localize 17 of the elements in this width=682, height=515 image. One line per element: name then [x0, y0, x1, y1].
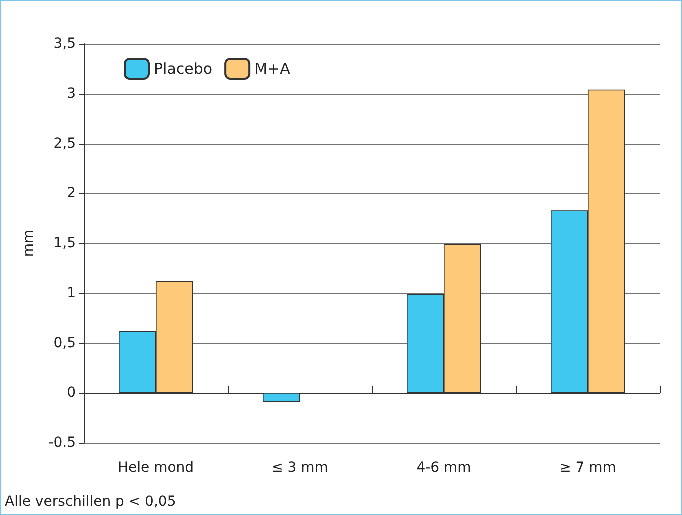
y-axis-title: mm: [21, 230, 37, 258]
y-tick-label: 3: [67, 86, 76, 102]
y-tick-label: -0.5: [48, 435, 76, 451]
y-tick-label: 0: [67, 385, 76, 402]
text: Alle verschillen p < 0,05: [5, 494, 176, 510]
y-tick-label: 1,5: [54, 236, 76, 252]
y-tick-label: 0,5: [54, 335, 76, 352]
y-tick-label: 2: [67, 186, 76, 202]
x-tick-label: ≥ 7 mm: [560, 460, 616, 476]
x-tick-label: Hele mond: [118, 460, 194, 476]
legend-label: M+A: [254, 60, 292, 78]
x-tick-label: 4-6 mm: [416, 460, 472, 476]
x-tick-label: ≤ 3 mm: [272, 460, 328, 476]
y-tick-label: 1: [67, 285, 76, 302]
y-tick-label: 3,5: [54, 36, 76, 52]
legend-label: Placebo: [154, 60, 213, 78]
y-tick-label: 2,5: [54, 136, 76, 152]
